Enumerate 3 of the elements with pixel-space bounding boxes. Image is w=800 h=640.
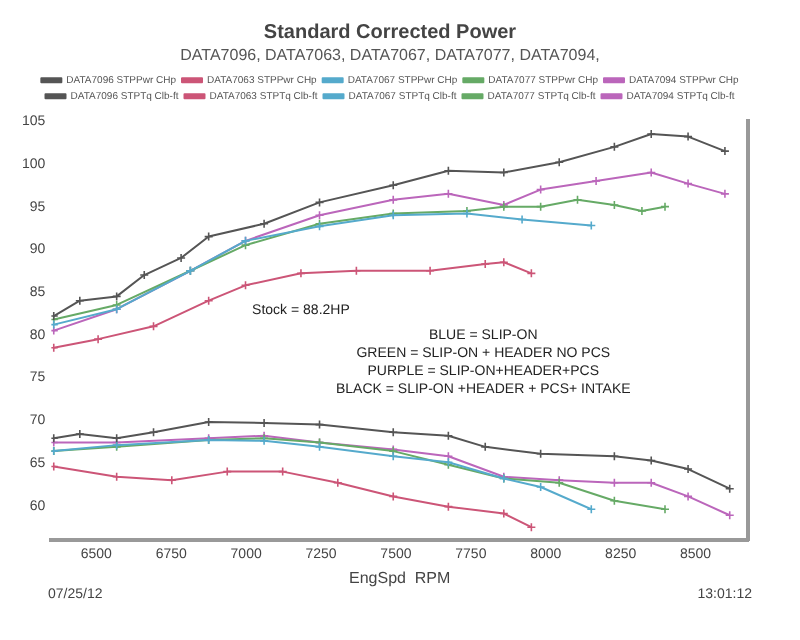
x-axis-title: EngSpd RPM: [348, 568, 452, 587]
chart-subtitle: DATA7096, DATA7063, DATA7067, DATA7077, DATA7094,: [180, 46, 600, 65]
chart-title: Standard Corrected Power: [263, 21, 517, 44]
